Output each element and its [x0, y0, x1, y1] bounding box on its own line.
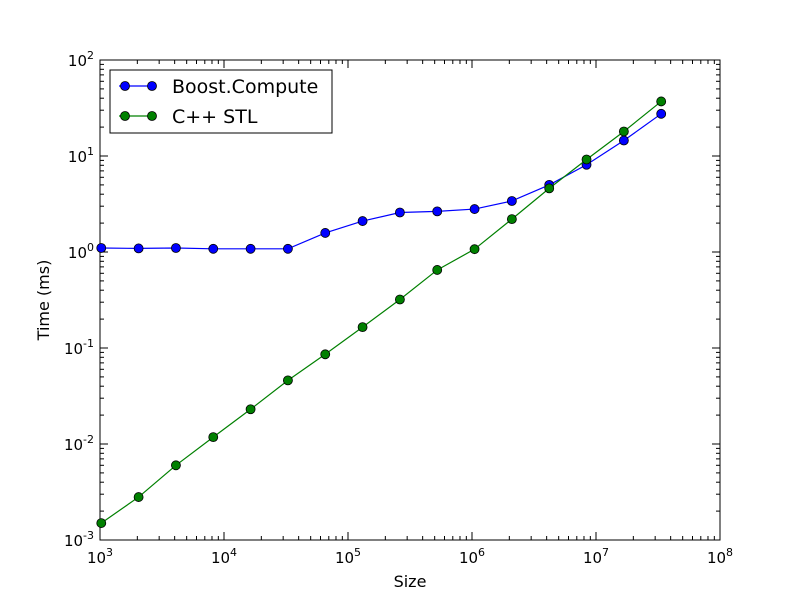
- x-tick-base: 10: [707, 549, 726, 567]
- data-point: [171, 460, 181, 471]
- data-point: [96, 518, 107, 528]
- y-axis-label: Time (ms): [34, 260, 53, 342]
- x-tick-base: 10: [583, 549, 602, 567]
- data-point: [394, 207, 405, 218]
- data-point: [133, 492, 144, 502]
- x-tick-base: 10: [335, 549, 354, 567]
- x-tick-label: 104: [211, 546, 237, 567]
- x-tick-label: 103: [87, 546, 113, 567]
- legend-marker: [147, 81, 157, 91]
- y-tick-exponent: -2: [83, 433, 94, 446]
- y-tick-exponent: 0: [87, 241, 94, 254]
- y-tick-exponent: 2: [87, 49, 94, 62]
- series-layer: [96, 96, 667, 528]
- data-point: [506, 196, 517, 206]
- x-tick-base: 10: [211, 549, 230, 567]
- y-tick-label: 101: [68, 145, 94, 166]
- data-point: [320, 349, 331, 360]
- x-tick-label: 107: [583, 546, 609, 567]
- y-tick-exponent: -3: [83, 529, 94, 542]
- data-point: [133, 243, 144, 254]
- y-tick-base: 10: [68, 52, 87, 70]
- data-point: [581, 154, 592, 165]
- x-tick-exponent: 6: [478, 546, 485, 559]
- x-tick-base: 10: [459, 549, 478, 567]
- data-point: [469, 204, 480, 214]
- y-tick-base: 10: [64, 340, 83, 358]
- legend-marker: [120, 81, 130, 91]
- y-tick-base: 10: [68, 148, 87, 166]
- data-point: [171, 243, 181, 253]
- data-point: [283, 243, 293, 254]
- series-line: [100, 100, 662, 524]
- data-point: [656, 108, 667, 119]
- data-point: [245, 404, 256, 415]
- x-tick-exponent: 7: [602, 546, 609, 559]
- y-tick-label: 10-1: [64, 337, 94, 358]
- plot-area: [99, 59, 721, 541]
- y-tick-exponent: -1: [83, 337, 94, 350]
- x-tick-label: 108: [707, 546, 733, 567]
- legend: Boost.Compute C++ STL: [109, 69, 333, 134]
- x-tick-exponent: 5: [354, 546, 361, 559]
- y-tick-base: 10: [64, 436, 83, 454]
- data-point: [506, 214, 517, 225]
- legend-marker: [120, 111, 130, 121]
- x-tick-exponent: 3: [106, 546, 113, 559]
- y-tick-base: 10: [64, 532, 83, 550]
- data-point: [618, 126, 629, 137]
- data-point: [544, 183, 555, 194]
- data-point: [656, 96, 667, 107]
- y-tick-label: 10-2: [64, 433, 94, 454]
- y-tick-label: 10-3: [64, 529, 94, 550]
- y-tick-label: 102: [68, 49, 94, 70]
- plot-frame: [99, 59, 721, 541]
- data-point: [96, 243, 107, 253]
- legend-label: Boost.Compute: [172, 76, 318, 98]
- data-point: [208, 243, 219, 254]
- data-point: [208, 432, 219, 442]
- y-tick-label: 100: [68, 241, 94, 262]
- legend-box: [109, 69, 333, 134]
- data-point: [357, 322, 368, 333]
- x-tick-label: 105: [335, 546, 361, 567]
- y-tick-exponent: 1: [87, 145, 94, 158]
- data-point: [432, 206, 443, 217]
- data-point: [283, 375, 293, 386]
- data-point: [320, 228, 331, 238]
- series-line: [101, 113, 662, 250]
- legend-label: C++ STL: [172, 106, 258, 128]
- data-point: [245, 243, 256, 254]
- x-tick-exponent: 8: [726, 546, 733, 559]
- x-axis-label: Size: [394, 572, 427, 591]
- data-point: [357, 216, 368, 226]
- data-point: [469, 244, 480, 255]
- data-point: [618, 135, 629, 146]
- x-tick-label: 106: [459, 546, 485, 567]
- y-tick-base: 10: [68, 244, 87, 262]
- series-c-stl: [96, 96, 667, 528]
- x-tick-exponent: 4: [230, 546, 237, 559]
- x-tick-base: 10: [87, 549, 106, 567]
- data-point: [394, 294, 405, 305]
- data-point: [432, 265, 443, 275]
- legend-marker: [147, 111, 157, 121]
